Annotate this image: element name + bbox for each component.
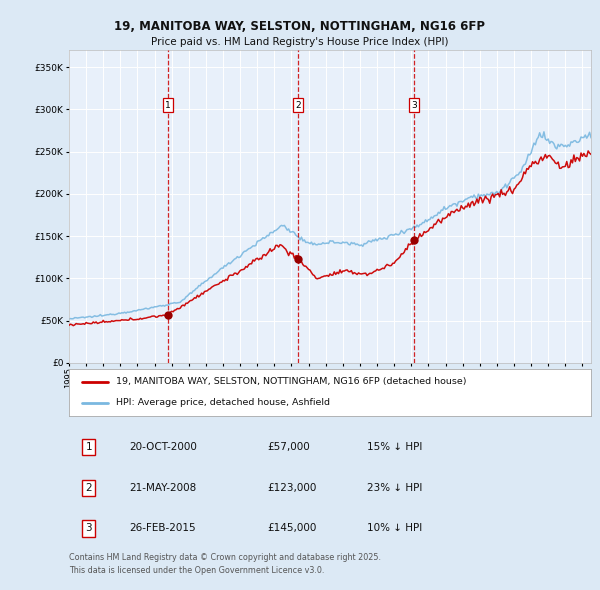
- Text: 15% ↓ HPI: 15% ↓ HPI: [367, 442, 422, 452]
- Text: 23% ↓ HPI: 23% ↓ HPI: [367, 483, 422, 493]
- Text: Price paid vs. HM Land Registry's House Price Index (HPI): Price paid vs. HM Land Registry's House …: [151, 38, 449, 47]
- Text: 2: 2: [295, 100, 301, 110]
- Text: 3: 3: [411, 100, 417, 110]
- Text: £145,000: £145,000: [268, 523, 317, 533]
- Text: 10% ↓ HPI: 10% ↓ HPI: [367, 523, 422, 533]
- Text: £123,000: £123,000: [268, 483, 317, 493]
- Text: 20-OCT-2000: 20-OCT-2000: [129, 442, 197, 452]
- Text: £57,000: £57,000: [268, 442, 310, 452]
- Text: 19, MANITOBA WAY, SELSTON, NOTTINGHAM, NG16 6FP (detached house): 19, MANITOBA WAY, SELSTON, NOTTINGHAM, N…: [116, 378, 466, 386]
- Text: 2: 2: [86, 483, 92, 493]
- Text: HPI: Average price, detached house, Ashfield: HPI: Average price, detached house, Ashf…: [116, 398, 330, 407]
- Text: 1: 1: [166, 100, 171, 110]
- Text: 19, MANITOBA WAY, SELSTON, NOTTINGHAM, NG16 6FP: 19, MANITOBA WAY, SELSTON, NOTTINGHAM, N…: [115, 20, 485, 33]
- Text: 21-MAY-2008: 21-MAY-2008: [129, 483, 196, 493]
- Text: 26-FEB-2015: 26-FEB-2015: [129, 523, 196, 533]
- Text: 3: 3: [86, 523, 92, 533]
- Text: 1: 1: [86, 442, 92, 452]
- Text: Contains HM Land Registry data © Crown copyright and database right 2025.
This d: Contains HM Land Registry data © Crown c…: [69, 553, 381, 575]
